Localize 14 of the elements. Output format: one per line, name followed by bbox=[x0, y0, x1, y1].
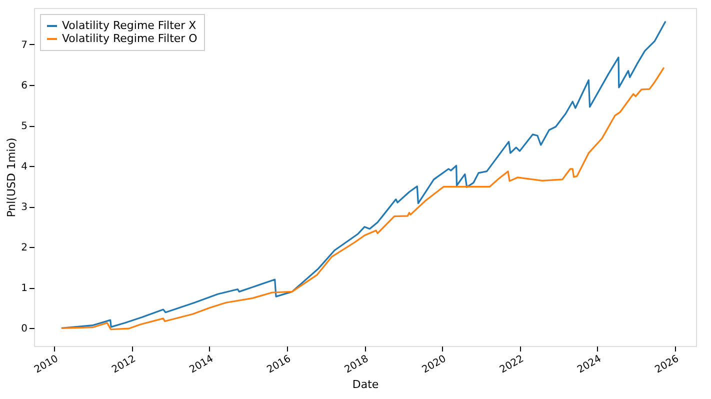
y-tick-label: 3 bbox=[21, 202, 28, 214]
line-series bbox=[60, 66, 665, 330]
y-tick-label: 4 bbox=[21, 162, 28, 173]
line-series bbox=[60, 20, 666, 329]
y-tick-label: 6 bbox=[21, 80, 28, 92]
y-tick-label: 1 bbox=[21, 283, 28, 294]
x-axis-title: Date bbox=[352, 378, 379, 391]
y-tick-label: 7 bbox=[21, 40, 28, 51]
y-tick-label: 0 bbox=[21, 324, 28, 335]
y-tick-label: 2 bbox=[21, 242, 28, 254]
legend-label: Volatility Regime Filter O bbox=[62, 32, 198, 45]
y-axis-title: Pnl(USD 1mio) bbox=[5, 138, 18, 218]
y-tick-label: 5 bbox=[21, 121, 28, 132]
legend-label: Volatility Regime Filter X bbox=[62, 19, 197, 32]
